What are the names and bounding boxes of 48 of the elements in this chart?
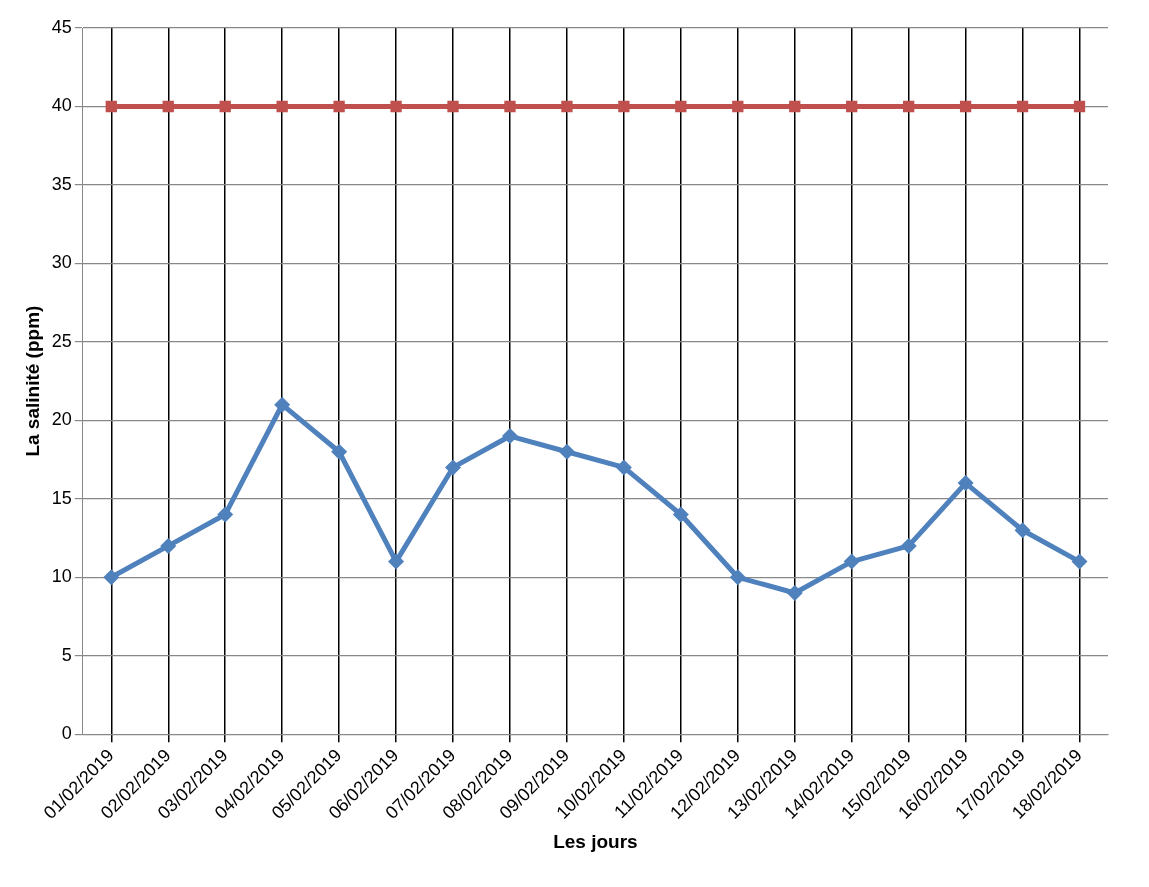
y-tick-label: 25: [51, 330, 72, 351]
y-tick-label: 20: [51, 409, 72, 430]
y-tick-label: 35: [51, 173, 72, 194]
point: [618, 100, 630, 113]
y-tick-label: 30: [51, 252, 72, 273]
point: [558, 443, 575, 460]
point: [162, 100, 174, 113]
point: [103, 569, 120, 586]
point: [388, 553, 405, 570]
y-tick-label: 10: [51, 566, 72, 587]
point: [672, 506, 689, 523]
point: [1014, 522, 1031, 539]
point: [846, 100, 858, 113]
point: [1071, 553, 1088, 570]
point: [331, 443, 348, 460]
point: [219, 100, 231, 113]
point: [957, 475, 974, 492]
point: [333, 100, 345, 113]
y-tick-label: 15: [51, 487, 72, 508]
point: [217, 506, 234, 523]
point: [900, 537, 917, 554]
point: [561, 100, 573, 113]
point: [789, 100, 801, 113]
point: [615, 459, 632, 476]
point: [160, 537, 177, 554]
point: [501, 428, 518, 445]
point: [675, 100, 687, 113]
point: [959, 100, 972, 113]
point: [504, 100, 516, 113]
point: [105, 100, 117, 113]
point: [903, 100, 915, 113]
y-axis-title: La salinité (ppm): [21, 305, 43, 457]
point: [1016, 100, 1029, 113]
y-tick-label: 40: [51, 95, 72, 116]
point: [843, 553, 860, 570]
point: [732, 100, 744, 113]
point: [276, 100, 288, 113]
point: [729, 569, 746, 586]
y-tick-label: 0: [61, 723, 72, 744]
point: [447, 100, 459, 113]
point: [445, 459, 462, 476]
point: [786, 584, 803, 601]
point: [390, 100, 402, 113]
point: [274, 396, 291, 413]
x-axis-title: Les jours: [553, 830, 638, 852]
point: [1073, 100, 1086, 113]
y-tick-label: 45: [51, 16, 72, 37]
y-tick-label: 5: [61, 644, 72, 665]
